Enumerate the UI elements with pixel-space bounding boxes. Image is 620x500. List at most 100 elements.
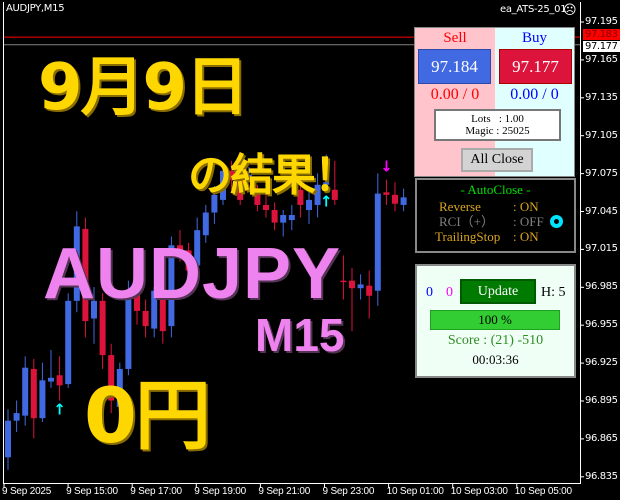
timer: 00:03:36 xyxy=(472,352,519,367)
time-tick: 10 Sep 01:00 xyxy=(386,486,444,497)
candle-body xyxy=(366,285,373,296)
price-tick: 97.195 xyxy=(585,16,618,27)
bid-price-label: 97.177 xyxy=(583,41,620,52)
candle-body xyxy=(245,174,252,180)
time-tick: 9 Sep 2025 xyxy=(2,486,52,497)
progress-bar: 100 % xyxy=(430,310,560,330)
autoclose-panel: - AutoClose - Reverse : ON RCI（+） : OFF … xyxy=(415,178,576,253)
time-tick: 10 Sep 03:00 xyxy=(450,486,508,497)
candle-body xyxy=(65,300,72,385)
candle-body xyxy=(125,290,132,369)
candle-body xyxy=(22,367,29,416)
candle-body xyxy=(383,192,390,195)
candle-body xyxy=(280,215,287,223)
candle-body xyxy=(254,192,261,205)
candle-body xyxy=(99,300,106,356)
sell-label: Sell xyxy=(443,30,467,46)
progress-fill xyxy=(430,310,560,330)
candle-body xyxy=(374,193,381,291)
candle-body xyxy=(13,413,20,421)
candle-body xyxy=(91,300,97,319)
sad-face-icon: ☹ xyxy=(563,2,577,17)
count-blue: 0 xyxy=(426,285,433,300)
candle-body xyxy=(194,230,201,266)
autoclose-title: - AutoClose - xyxy=(460,182,531,197)
score: Score : (21) -510 xyxy=(447,333,544,348)
buy-button[interactable]: 97.177 xyxy=(499,49,572,84)
overlay-pair: AUDJPY xyxy=(43,234,342,314)
status-panel: 0 0 Update H: 5 100 % Score : (21) -510 … xyxy=(415,264,576,378)
candle-body xyxy=(220,170,226,200)
candle-body xyxy=(323,182,330,185)
trailing-stop-label: TrailingStop xyxy=(435,229,501,244)
trade-panel: Sell Buy 97.184 97.177 0.00 / 0 0.00 / 0… xyxy=(414,27,575,177)
candle-body xyxy=(134,290,140,311)
price-tick: 97.075 xyxy=(585,167,618,179)
candle-body xyxy=(357,284,364,289)
candle-body xyxy=(39,380,46,419)
candle-body xyxy=(340,280,347,283)
buy-signal-arrow-icon: ↑ xyxy=(320,192,333,210)
candle-body xyxy=(297,189,304,205)
candle-body xyxy=(211,194,218,213)
sell-signal-arrow-icon: ↓ xyxy=(380,158,393,176)
candle-body xyxy=(73,226,80,301)
reverse-label: Reverse xyxy=(439,199,481,214)
price-tick: 97.015 xyxy=(585,243,618,255)
sell-profit: 0.00 / 0 xyxy=(430,86,480,103)
candle-body xyxy=(168,245,175,327)
time-tick: 9 Sep 15:00 xyxy=(66,486,118,497)
all-close-button[interactable]: All Close xyxy=(461,148,533,172)
time-tick: 9 Sep 23:00 xyxy=(322,486,375,497)
price-tick: 97.165 xyxy=(585,53,618,65)
price-tick: 96.865 xyxy=(585,432,618,444)
overlay-result: の結果！ xyxy=(188,150,358,201)
progress-label: 100 % xyxy=(478,312,512,327)
candle-body xyxy=(151,290,158,329)
candle-body xyxy=(306,199,312,210)
candle-body xyxy=(177,245,183,256)
candle-body xyxy=(48,377,54,382)
candle-body xyxy=(116,368,123,407)
candle-body xyxy=(271,209,278,223)
candle-body xyxy=(5,420,11,458)
chart-frame xyxy=(3,2,581,484)
price-tick: 97.045 xyxy=(585,205,618,217)
price-tick: 96.835 xyxy=(585,470,618,482)
trailing-stop-value[interactable]: : ON xyxy=(513,229,539,244)
time-tick: 9 Sep 17:00 xyxy=(130,486,182,497)
symbol-label: AUDJPY,M15 xyxy=(6,3,65,14)
candle-body xyxy=(400,197,407,205)
price-tick: 97.135 xyxy=(585,91,618,103)
price-tick: 96.955 xyxy=(585,319,618,331)
reverse-value[interactable]: : ON xyxy=(513,199,539,214)
rci-label: RCI（+） xyxy=(439,214,495,229)
candle-body xyxy=(56,375,63,386)
update-button[interactable]: Update xyxy=(460,279,536,304)
candle-body xyxy=(288,215,295,221)
candle-body xyxy=(263,204,269,210)
candle-body xyxy=(202,212,209,236)
count-magenta: 0 xyxy=(446,285,453,300)
overlay-timeframe: M15 xyxy=(255,309,345,361)
time-tick: 10 Sep 05:00 xyxy=(514,486,572,497)
buy-profit: 0.00 / 0 xyxy=(510,86,559,103)
lots-value: Lots : 1.00 xyxy=(471,113,524,125)
candle-body xyxy=(142,310,149,327)
status-circle-icon xyxy=(550,215,563,228)
candle-body xyxy=(159,275,166,332)
h-value: H: 5 xyxy=(541,285,566,300)
candle-body xyxy=(82,228,89,322)
sell-button[interactable]: 97.184 xyxy=(418,49,491,84)
price-tick: 96.895 xyxy=(585,395,618,406)
candle-body xyxy=(30,368,37,419)
ask-price-label: 97.183 xyxy=(583,29,620,40)
candle-body xyxy=(314,184,321,205)
rci-value[interactable]: : OFF xyxy=(513,214,544,229)
candle-body xyxy=(228,170,235,180)
candle-body xyxy=(349,280,355,289)
candle-body xyxy=(331,189,338,200)
price-tick: 97.105 xyxy=(585,129,618,141)
time-tick: 9 Sep 19:00 xyxy=(194,486,247,497)
